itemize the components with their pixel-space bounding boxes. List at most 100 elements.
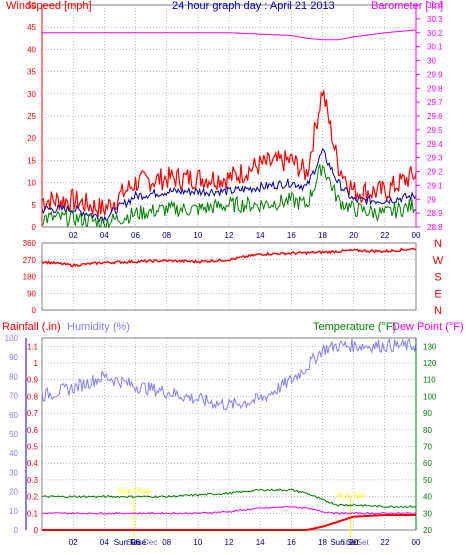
- rain-tick-label: 0: [34, 526, 39, 535]
- temp-tick-label: 50: [423, 476, 432, 485]
- humidity-tick-label: 100: [5, 334, 19, 343]
- direction-tick-label: 0: [32, 306, 37, 315]
- rain-tick-label: 0.9: [27, 376, 39, 385]
- rain-tick-label: 1: [34, 359, 39, 368]
- humidity-tick-label: 90: [9, 353, 18, 362]
- baro-tick-label: 30: [427, 57, 436, 66]
- series-line: [41, 337, 417, 411]
- temp-tick-label: 100: [423, 392, 437, 401]
- temp-tick-label: 130: [423, 342, 437, 351]
- temp-tick-label: 20: [423, 526, 432, 535]
- compass-label: S: [434, 272, 441, 284]
- wind-tick-label: 10: [27, 179, 36, 188]
- humidity-tick-label: 10: [9, 507, 18, 516]
- x-tick-label: 06: [131, 231, 140, 240]
- wind-tick-label: 0: [32, 223, 37, 232]
- wind-axis-label: Windspeed [mph]: [6, 0, 92, 12]
- x-tick-label: 16: [287, 231, 296, 240]
- humidity-tick-label: 0: [14, 526, 19, 535]
- humidity-tick-label: 50: [9, 430, 18, 439]
- baro-tick-label: 29.8: [427, 84, 443, 93]
- wind-tick-label: 35: [27, 68, 36, 77]
- compass-label: N: [434, 305, 442, 317]
- temp-tick-label: 80: [423, 426, 432, 435]
- x-tick-label: 00: [412, 231, 421, 240]
- direction-tick-label: 90: [27, 289, 36, 298]
- wind-tick-label: 30: [27, 90, 36, 99]
- wind-x-ticks: 02 04 06 08 10 12 14 16 18 20 22 00: [69, 231, 421, 240]
- series-line: [41, 488, 417, 509]
- baro-tick-label: 29.3: [427, 154, 443, 163]
- temp-tick-label: 120: [423, 359, 437, 368]
- humidity-axis-label: Humidity (%): [67, 321, 130, 333]
- graph-title: 24 hour graph day : April 21 2013: [172, 0, 335, 12]
- direction-tick-label: 360: [23, 239, 37, 248]
- humidity-tick-label: 70: [9, 392, 18, 401]
- wind-tick-label: 5: [32, 201, 37, 210]
- direction-tick-label: 270: [23, 256, 37, 265]
- climate-x-ticks: 02 04 06 08 10 12 14 16 18 20 22 00: [69, 538, 421, 547]
- temp-axis-ticks: 20 30 40 50 60 70 80 90 100 110 120 130: [423, 342, 437, 535]
- baro-tick-label: 29.5: [427, 126, 443, 135]
- humidity-tick-label: 30: [9, 468, 18, 477]
- x-tick-label: 10: [193, 231, 202, 240]
- baro-tick-label: 30.1: [427, 43, 443, 52]
- sun-set-label: Sun Set: [336, 491, 365, 500]
- x-tick-label: 20: [349, 538, 358, 547]
- baro-tick-label: 28.8: [427, 223, 443, 232]
- humidity-axis-ticks: 0 10 20 30 40 50 60 70 80 90 100: [5, 334, 19, 535]
- baro-tick-label: 30.4: [427, 1, 443, 10]
- baro-tick-label: 30.2: [427, 29, 443, 38]
- temp-tick-label: 70: [423, 443, 432, 452]
- rain-axis-label: Rainfall (.in): [2, 321, 61, 333]
- x-tick-label: 10: [193, 538, 202, 547]
- series-line: [42, 514, 416, 531]
- baro-tick-label: 30.3: [427, 15, 443, 24]
- temp-tick-label: 60: [423, 459, 432, 468]
- sun-dec-axis-label: Sun Dec: [127, 538, 158, 547]
- humidity-tick-label: 60: [9, 411, 18, 420]
- baro-tick-label: 29.4: [427, 140, 443, 149]
- baro-tick-label: 28.9: [427, 209, 443, 218]
- wind-tick-label: 15: [27, 156, 36, 165]
- baro-tick-label: 29.1: [427, 181, 443, 190]
- x-tick-label: 02: [69, 231, 78, 240]
- rain-tick-label: 0.1: [27, 509, 39, 518]
- rain-tick-label: 0.5: [27, 443, 39, 452]
- rain-tick-label: 0.7: [27, 409, 39, 418]
- humidity-tick-label: 40: [9, 449, 18, 458]
- wind-tick-label: 20: [27, 134, 36, 143]
- x-tick-label: 18: [318, 538, 327, 547]
- x-tick-label: 18: [318, 231, 327, 240]
- direction-line: [41, 247, 417, 268]
- compass-label: E: [434, 288, 441, 300]
- wind-panel-lines: [41, 29, 417, 229]
- direction-panel-lines: [41, 247, 417, 268]
- baro-tick-label: 29.2: [427, 168, 443, 177]
- sun-set-axis-label-2: Sun Set: [340, 538, 369, 547]
- x-tick-label: 12: [225, 231, 234, 240]
- compass-label: N: [434, 238, 442, 250]
- rain-tick-label: 0.2: [27, 493, 39, 502]
- series-line: [41, 148, 417, 225]
- humidity-tick-label: 20: [9, 488, 18, 497]
- x-tick-label: 14: [256, 231, 265, 240]
- baro-axis-label: Barometer [ in]: [371, 0, 444, 12]
- series-line: [41, 90, 417, 218]
- baro-axis-ticks: 28.8 28.9 29 29.1 29.2 29.3 29.4 29.5 29.6 29.7 29…: [416, 1, 443, 232]
- rain-tick-label: 1.1: [27, 342, 39, 351]
- series-line: [41, 164, 417, 229]
- baro-tick-label: 29.6: [427, 112, 443, 121]
- climate-panel-lines: [41, 337, 417, 531]
- sun-rise-label: Sun Rise: [118, 486, 151, 495]
- wind-tick-label: 50: [27, 1, 36, 10]
- wind-tick-label: 25: [27, 112, 36, 121]
- x-tick-label: 00: [412, 538, 421, 547]
- x-tick-label: 04: [100, 231, 109, 240]
- x-tick-label: 12: [225, 538, 234, 547]
- humidity-tick-label: 80: [9, 372, 18, 381]
- direction-panel-grid: [42, 242, 417, 311]
